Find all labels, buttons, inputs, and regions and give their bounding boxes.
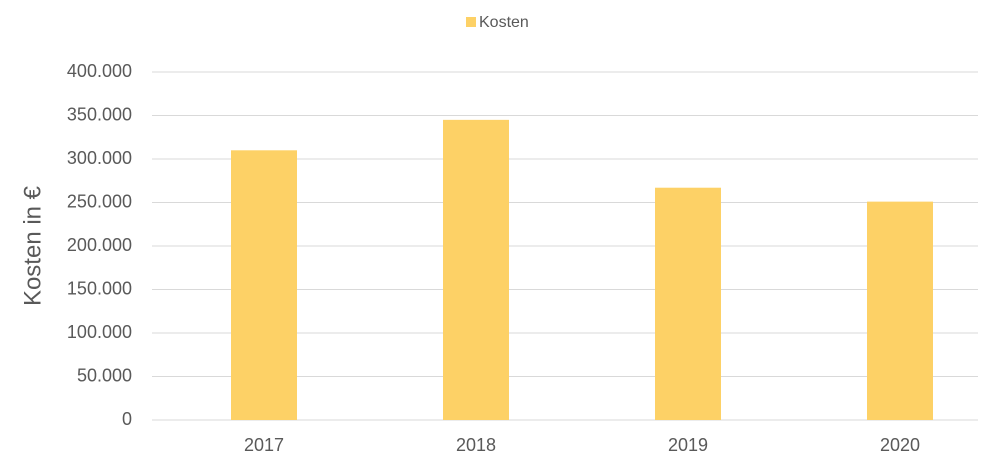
- y-axis-label: Kosten in €: [19, 185, 46, 306]
- y-tick-label: 50.000: [77, 365, 132, 385]
- legend-label: Kosten: [479, 14, 529, 31]
- legend-swatch: [466, 17, 476, 27]
- y-tick-label: 350.000: [67, 104, 132, 124]
- y-tick-label: 250.000: [67, 191, 132, 211]
- bar: [867, 201, 933, 420]
- bar: [231, 150, 297, 421]
- y-tick-label: 150.000: [67, 278, 132, 298]
- y-tick-label: 400.000: [67, 61, 132, 81]
- y-tick-label: 300.000: [67, 148, 132, 168]
- bar: [443, 119, 509, 420]
- x-tick-label: 2020: [880, 435, 920, 455]
- x-tick-label: 2019: [668, 435, 708, 455]
- x-tick-label: 2018: [456, 435, 496, 455]
- y-tick-label: 200.000: [67, 235, 132, 255]
- bar: [655, 187, 721, 420]
- x-tick-label: 2017: [244, 435, 284, 455]
- y-tick-label: 100.000: [67, 322, 132, 342]
- y-tick-label: 0: [122, 409, 132, 429]
